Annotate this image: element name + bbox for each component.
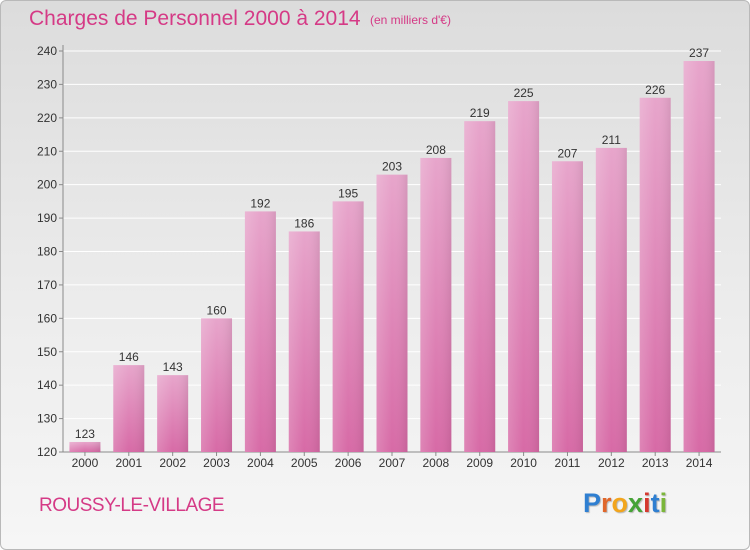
y-tick-label: 210 bbox=[37, 144, 57, 158]
logo-letter: r bbox=[601, 488, 612, 518]
bar-shade bbox=[508, 101, 540, 452]
bar-shade bbox=[464, 121, 496, 453]
logo-letter: t bbox=[650, 488, 660, 518]
y-tick-label: 200 bbox=[37, 178, 57, 192]
logo-letter: i bbox=[659, 488, 668, 518]
y-tick-label: 170 bbox=[37, 278, 57, 292]
x-tick-label: 2003 bbox=[203, 456, 230, 470]
bar-value-label: 237 bbox=[689, 46, 709, 60]
bar-value-label: 160 bbox=[207, 303, 227, 317]
y-tick-label: 220 bbox=[37, 111, 57, 125]
x-tick-label: 2009 bbox=[466, 456, 493, 470]
x-tick-label: 2012 bbox=[598, 456, 625, 470]
place-name: ROUSSY-LE-VILLAGE bbox=[39, 495, 225, 516]
bar-shade bbox=[639, 97, 671, 453]
bar-shade bbox=[113, 365, 145, 452]
bar-value-label: 208 bbox=[426, 143, 446, 157]
x-tick-label: 2006 bbox=[335, 456, 362, 470]
bar-shade bbox=[244, 211, 276, 452]
bar-value-label: 146 bbox=[119, 350, 139, 364]
bar-shade bbox=[69, 441, 101, 452]
proxiti-logo: Proxiti bbox=[583, 488, 667, 519]
y-tick-label: 130 bbox=[37, 412, 57, 426]
x-tick-label: 2004 bbox=[247, 456, 274, 470]
bar-shade bbox=[288, 231, 320, 452]
x-tick-label: 2005 bbox=[291, 456, 318, 470]
logo-letter: P bbox=[583, 488, 602, 518]
y-tick-label: 160 bbox=[37, 311, 57, 325]
bar-value-label: 192 bbox=[250, 196, 270, 210]
bar-shade bbox=[157, 375, 189, 452]
bar-shade bbox=[420, 157, 452, 452]
bar-value-label: 226 bbox=[645, 83, 665, 97]
x-tick-label: 2011 bbox=[555, 456, 581, 470]
x-tick-label: 2010 bbox=[510, 456, 537, 470]
bar-value-label: 123 bbox=[75, 427, 95, 441]
bar-shade bbox=[201, 318, 233, 452]
x-tick-label: 2013 bbox=[642, 456, 669, 470]
y-tick-label: 190 bbox=[37, 211, 57, 225]
bar-value-label: 203 bbox=[382, 160, 402, 174]
x-tick-label: 2014 bbox=[686, 456, 713, 470]
x-tick-label: 2008 bbox=[423, 456, 450, 470]
bar-shade bbox=[332, 201, 364, 452]
y-tick-label: 140 bbox=[37, 378, 57, 392]
logo-letter: o bbox=[611, 488, 629, 518]
logo-letter: x bbox=[628, 488, 644, 518]
y-tick-label: 120 bbox=[37, 445, 57, 459]
bar-shade bbox=[376, 174, 408, 452]
bar-value-label: 219 bbox=[470, 106, 490, 120]
y-tick-label: 150 bbox=[37, 345, 57, 359]
bar-value-label: 225 bbox=[514, 86, 534, 100]
x-tick-label: 2002 bbox=[159, 456, 186, 470]
y-tick-label: 230 bbox=[37, 77, 57, 91]
chart-subtitle: (en milliers d'€) bbox=[370, 13, 451, 27]
y-tick-label: 240 bbox=[37, 44, 57, 58]
bar-value-label: 195 bbox=[338, 186, 358, 200]
x-tick-label: 2000 bbox=[72, 456, 99, 470]
x-tick-label: 2007 bbox=[379, 456, 406, 470]
bar-value-label: 207 bbox=[557, 146, 577, 160]
x-tick-label: 2001 bbox=[115, 456, 142, 470]
y-tick-label: 180 bbox=[37, 245, 57, 259]
bar-value-label: 186 bbox=[294, 216, 314, 230]
chart-title: Charges de Personnel 2000 à 2014 bbox=[29, 7, 361, 30]
bar-shade bbox=[683, 61, 715, 453]
bar-value-label: 143 bbox=[163, 360, 183, 374]
bar-value-label: 211 bbox=[602, 133, 621, 147]
bar-shade bbox=[595, 147, 627, 453]
logo-letter: i bbox=[643, 488, 651, 518]
bar-shade bbox=[551, 161, 583, 452]
